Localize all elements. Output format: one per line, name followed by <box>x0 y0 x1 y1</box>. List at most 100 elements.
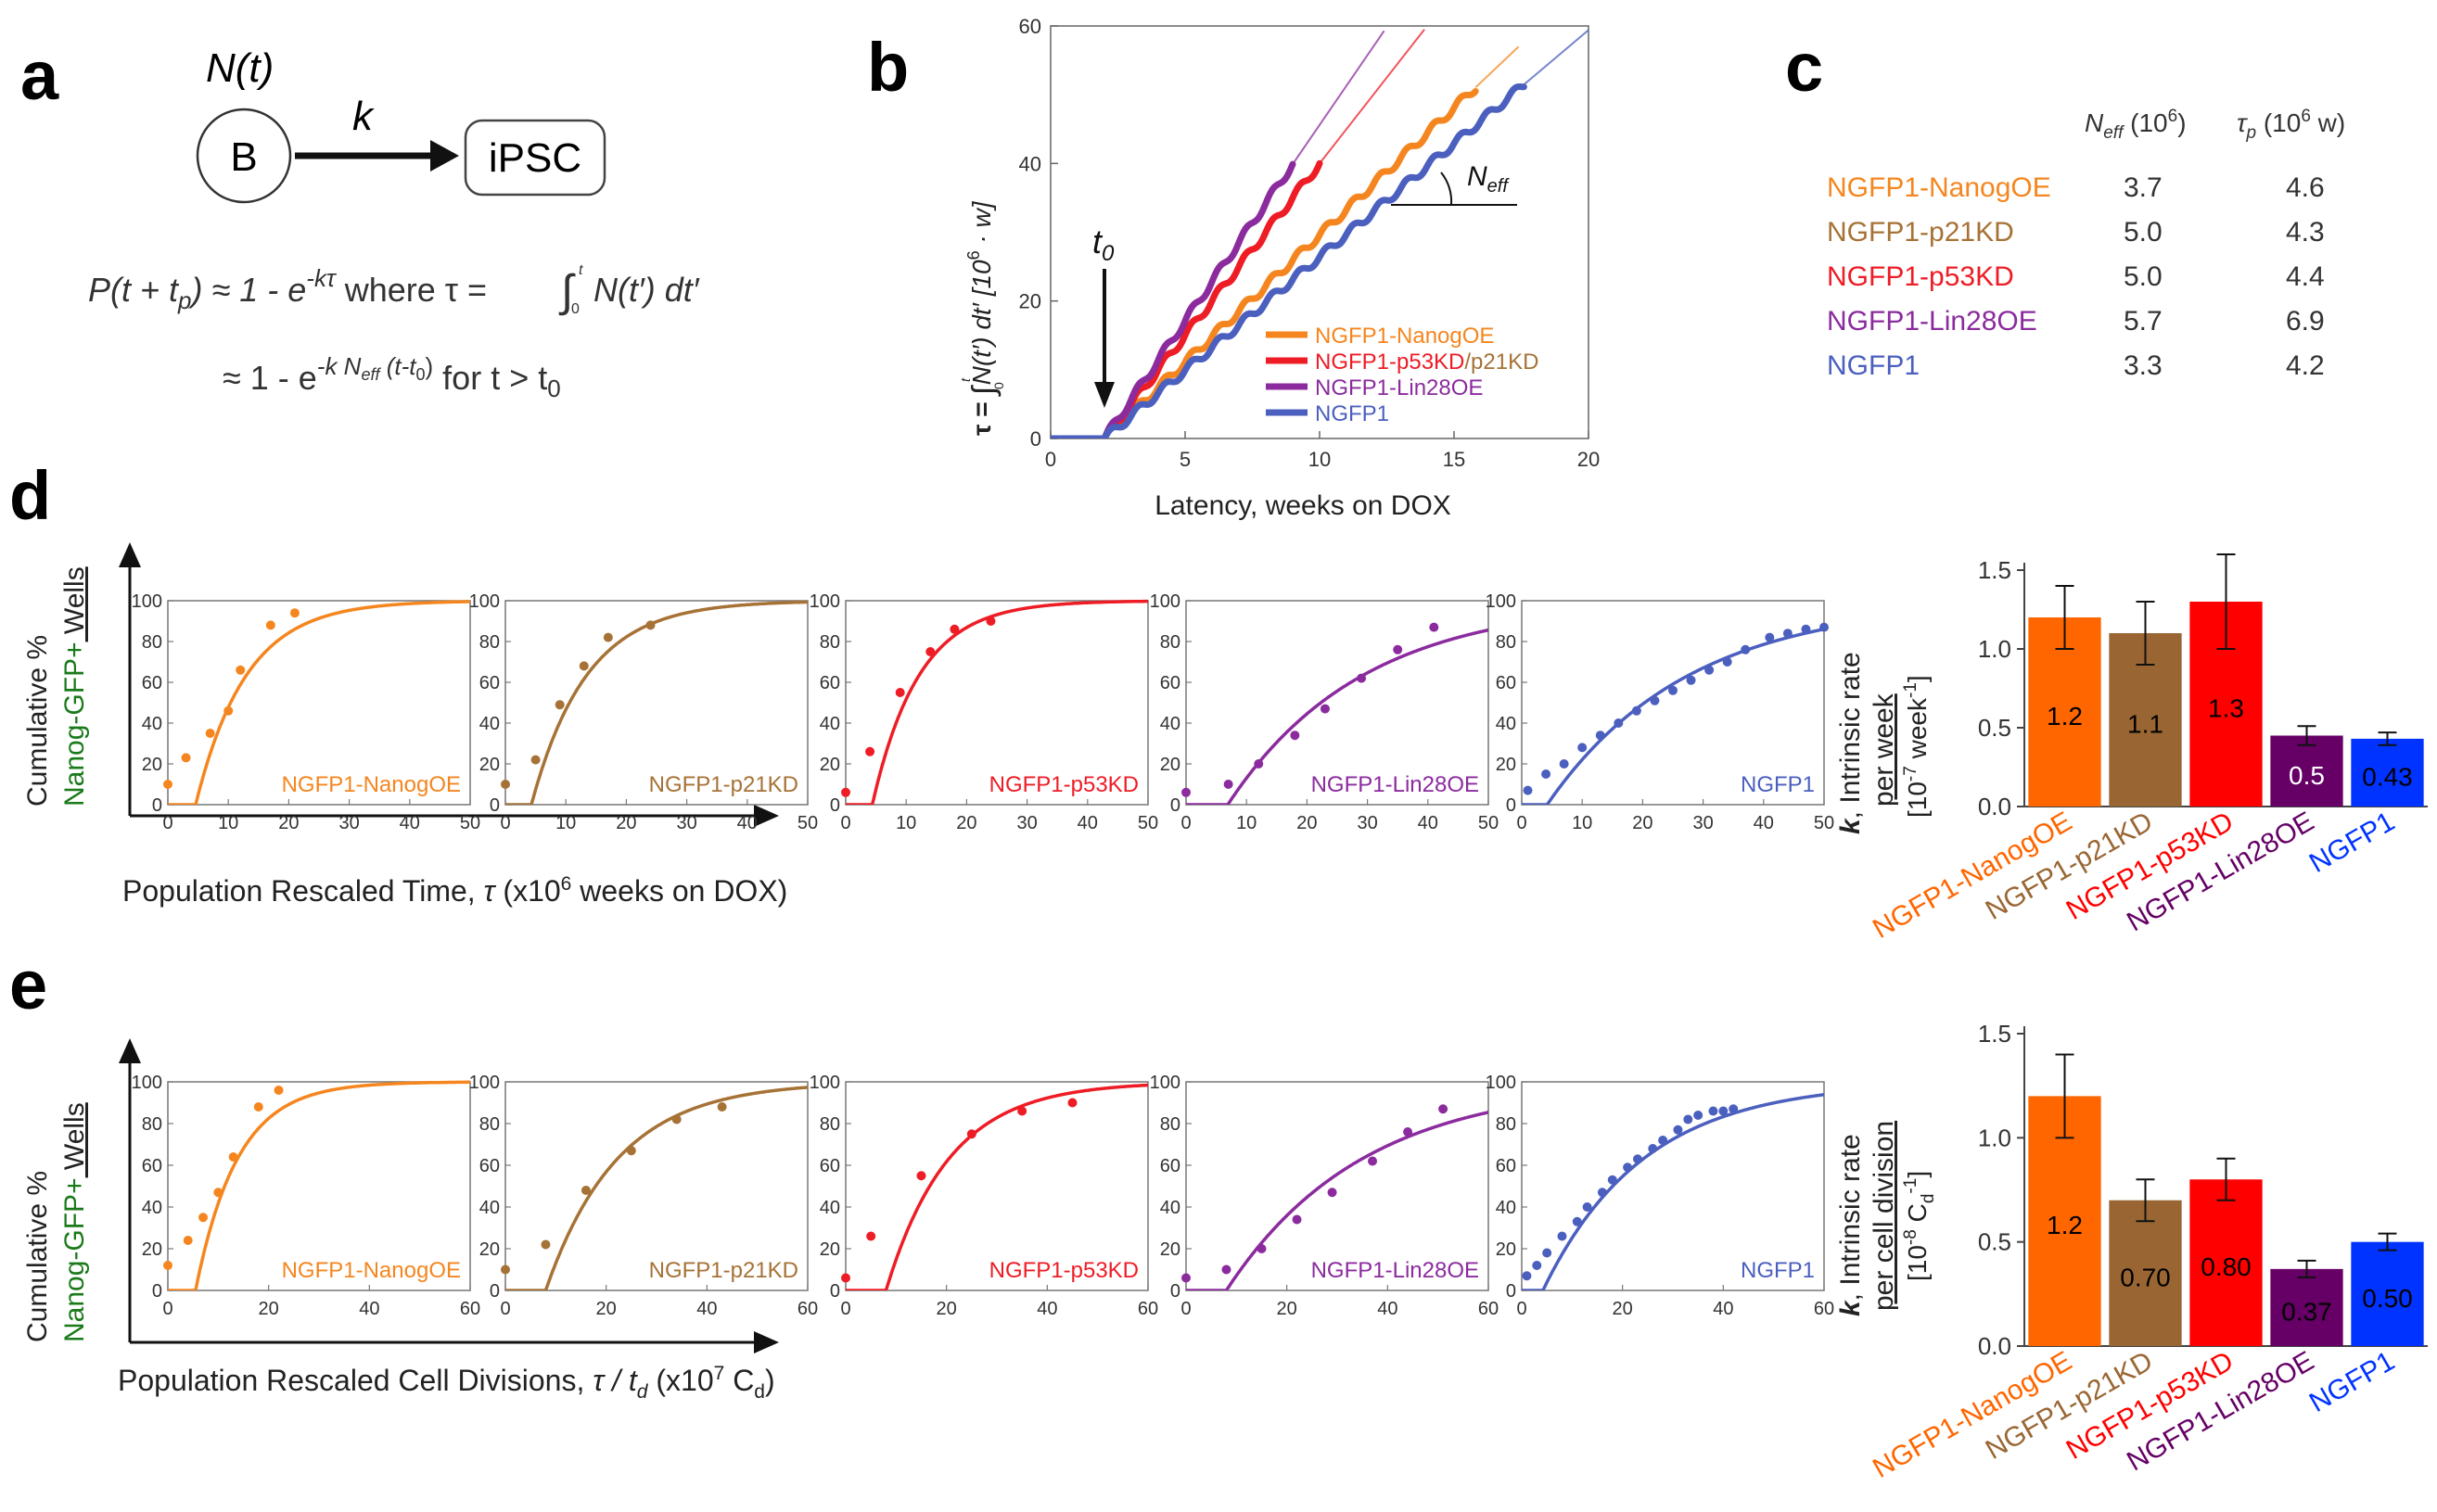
bar-chart-ytick-label: 1.0 <box>1978 1124 2011 1151</box>
subplot-data-point <box>1686 675 1696 685</box>
subplot-xtick-label: 20 <box>937 1299 957 1319</box>
chart-b: 0 5 10 15 20 0 20 40 60 <box>1019 15 1601 471</box>
bar-chart-ytick-label: 0.5 <box>1978 1228 2011 1256</box>
subplot-data-point <box>1765 632 1775 642</box>
neff-label: Neff <box>1467 161 1510 197</box>
subplot-data-point <box>1708 1106 1718 1116</box>
subplot-ytick-label: 100 <box>1150 1073 1180 1093</box>
table-row: NGFP1-NanogOE 3.7 4.6 <box>1827 172 2325 203</box>
subplot-data-point <box>1595 731 1605 741</box>
subplot-xtick-label: 50 <box>460 813 480 833</box>
subplot-data-point <box>223 705 234 716</box>
chart-b-extrapolation-line <box>1474 45 1520 89</box>
table-row-name: NGFP1-Lin28OE <box>1827 306 2037 337</box>
subplot-data-point <box>1327 1188 1337 1198</box>
chart-b-xtick-label: 5 <box>1180 448 1191 471</box>
subplot-xtick-label: 40 <box>1078 813 1098 833</box>
panel-letter-d: d <box>9 457 51 534</box>
neff-angle-arc <box>1440 172 1453 206</box>
subplot-data-point <box>1320 704 1330 714</box>
subplot-data-point <box>579 661 589 671</box>
chart-b-xtick-label: 20 <box>1577 448 1600 471</box>
panel-letter-b: b <box>867 29 909 106</box>
subplot-ytick-label: 60 <box>1160 673 1180 693</box>
subplot-ytick-label: 40 <box>1496 714 1516 734</box>
bar <box>2189 1179 2263 1346</box>
subplot-label: NGFP1-p21KD <box>649 772 798 797</box>
subplot-data-point <box>1607 1175 1617 1185</box>
subplot-label: NGFP1-NanogOE <box>282 1258 461 1283</box>
subplot-data-point <box>866 1231 876 1241</box>
subplot-ytick-label: 100 <box>1486 591 1516 612</box>
subplot-data-point <box>603 632 613 642</box>
bar-chart-ytick-label: 1.5 <box>1978 1020 2011 1048</box>
subplot: 0 10 20 30 40 50 0 20 40 60 80 100 NGFP1-p21KD <box>469 591 819 833</box>
svg-text:k, Intrinsic rate: k, Intrinsic rate <box>1835 652 1866 834</box>
subplot-data-point <box>966 1129 976 1139</box>
subplot-label: NGFP1-p21KD <box>649 1258 798 1283</box>
subplot-xtick-label: 20 <box>1632 813 1652 833</box>
bar-category-label: NGFP1 <box>2304 1345 2400 1418</box>
subplot-xtick-label: 40 <box>400 813 420 833</box>
panel-letter-a: a <box>20 37 59 114</box>
panel-e-xaxis-arrowhead <box>754 1331 779 1353</box>
subplot-data-point <box>1438 1104 1448 1114</box>
subplot-xtick-label: 20 <box>278 813 299 833</box>
node-b-circle <box>196 108 292 204</box>
subplot-ytick-label: 80 <box>1160 1114 1180 1135</box>
subplot-data-point <box>555 700 565 710</box>
chart-b-xtick-label: 10 <box>1308 448 1331 471</box>
subplot-data-point <box>1017 1106 1027 1116</box>
table-row: NGFP1-p21KD 5.0 4.3 <box>1827 217 2325 248</box>
subplot-data-point <box>289 608 300 618</box>
panel-e-ylabel: Cumulative % Nanog-GFP+ Wells <box>22 1102 90 1342</box>
subplot-data-point <box>1292 1214 1302 1225</box>
subplot-ytick-label: 20 <box>820 1239 840 1260</box>
subplot-xtick-label: 60 <box>1814 1299 1834 1319</box>
svg-text:per cell division: per cell division <box>1869 1121 1899 1311</box>
subplot-xtick-label: 20 <box>1613 1299 1633 1319</box>
subplot-xtick-label: 20 <box>1277 1299 1297 1319</box>
subplot-data-point <box>1429 622 1439 632</box>
subplot-ytick-label: 20 <box>479 755 500 775</box>
subplot-xtick-label: 50 <box>797 813 818 833</box>
node-ipsc-box <box>464 119 606 197</box>
subplot-xtick-label: 0 <box>500 813 510 833</box>
svg-text:[10-8 Cd-1]: [10-8 Cd-1] <box>1901 1171 1938 1281</box>
subplot-xtick-label: 30 <box>1357 813 1377 833</box>
panel-e-yaxis-arrowhead <box>119 1038 141 1063</box>
subplot-data-point <box>950 624 960 634</box>
subplot-data-point <box>1368 1156 1378 1166</box>
subplot-xtick-label: 0 <box>500 1299 510 1319</box>
subplot-data-point <box>1673 1124 1683 1135</box>
panel-a: a N(t) B k iPSC P(t + tp) ≈ 1 - e-kτ whe… <box>20 37 700 402</box>
subplot-data-point <box>1532 1261 1542 1270</box>
subplot-ytick-label: 100 <box>1486 1073 1516 1093</box>
table-row-neff: 5.0 <box>2124 217 2163 248</box>
subplot-data-point <box>916 1171 926 1181</box>
subplot-ytick-label: 60 <box>1496 673 1516 693</box>
subplot-data-point <box>274 1086 284 1095</box>
bar-value-label: 0.70 <box>2120 1263 2171 1291</box>
subplot-data-point <box>1393 644 1403 654</box>
subplot-ytick-label: 20 <box>142 755 162 775</box>
subplot-xtick-label: 30 <box>676 813 696 833</box>
subplot-data-point <box>1181 787 1191 797</box>
subplot-data-point <box>1631 705 1641 716</box>
subplot-ytick-label: 40 <box>142 714 162 734</box>
bar-chart-ytick-label: 1.5 <box>1978 556 2011 584</box>
subplot-data-point <box>1782 629 1793 639</box>
table-row-taup: 4.3 <box>2286 217 2325 248</box>
subplot-data-point <box>1668 685 1678 695</box>
subplot-ytick-label: 40 <box>820 714 840 734</box>
svg-text:per week: per week <box>1869 692 1899 807</box>
panel-e-xlabel: Population Rescaled Cell Divisions, τ / … <box>118 1363 775 1403</box>
subplot-frame <box>1185 1081 1489 1291</box>
subplot-xtick-label: 0 <box>840 813 850 833</box>
bar-value-label: 1.2 <box>2047 1211 2083 1239</box>
svg-text:k, Intrinsic rate: k, Intrinsic rate <box>1835 1134 1866 1316</box>
table-row-taup: 4.6 <box>2286 172 2325 203</box>
legend-text-lin28: NGFP1-Lin28OE <box>1315 375 1483 400</box>
